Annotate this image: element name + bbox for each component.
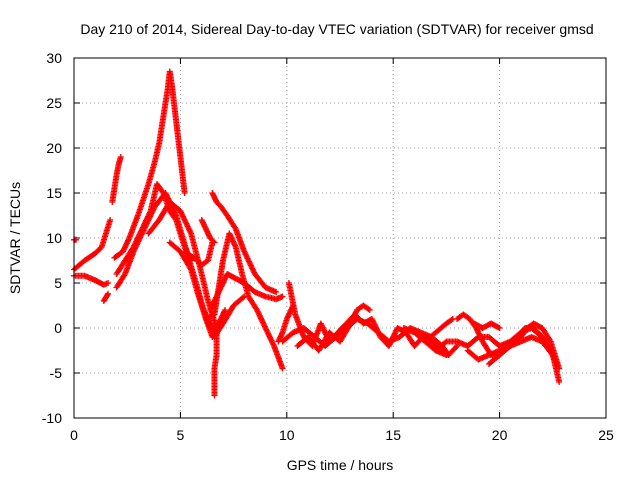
tick-label-layer: 0 5 10 15 20 25 -10 -5 0 5 10 15 20 25 30 — [42, 50, 614, 443]
data-point — [117, 154, 124, 160]
data-point — [240, 294, 247, 301]
y-tick-label: 20 — [46, 140, 62, 156]
data-point — [211, 239, 218, 246]
series-track-5 — [109, 154, 124, 205]
data-point — [105, 290, 112, 297]
data-point — [105, 280, 112, 286]
series-track-27 — [485, 320, 563, 372]
data-point — [452, 344, 459, 351]
x-tick-label: 20 — [492, 427, 508, 443]
series-track-1 — [71, 217, 114, 273]
series-track-18 — [275, 302, 297, 345]
series-track-11 — [209, 190, 280, 295]
data-point — [443, 352, 450, 358]
series-track-13 — [202, 230, 286, 372]
data-point — [181, 190, 188, 196]
series-track-10 — [145, 199, 220, 331]
y-tick-label: 25 — [46, 95, 62, 111]
data-point — [279, 365, 286, 372]
data-point — [241, 293, 248, 300]
data-point — [273, 289, 280, 295]
data-point — [442, 339, 449, 346]
y-tick-label: 0 — [54, 320, 62, 336]
series-track-28 — [471, 320, 503, 331]
data-point — [279, 293, 286, 300]
series-track-16 — [181, 239, 216, 268]
x-tick-label: 10 — [279, 427, 295, 443]
x-tick-label: 5 — [177, 427, 185, 443]
y-tick-label: 30 — [46, 50, 62, 66]
y-axis-title: SDTVAR / TECUs — [7, 182, 23, 294]
y-tick-label: 10 — [46, 230, 62, 246]
series-track-2 — [71, 272, 112, 288]
data-layer — [71, 68, 563, 399]
series-track-15 — [211, 325, 220, 399]
plot-frame — [73, 57, 607, 419]
data-point — [365, 306, 372, 313]
y-tick-label: 5 — [54, 275, 62, 291]
series-track-23 — [422, 316, 456, 345]
grid-layer — [74, 58, 606, 418]
y-tick-label: -5 — [50, 365, 63, 381]
data-point — [366, 307, 373, 313]
x-tick-label: 25 — [598, 427, 614, 443]
y-tick-label: 15 — [46, 185, 62, 201]
data-point — [210, 238, 217, 245]
series-track-4 — [100, 290, 112, 304]
x-axis-title: GPS time / hours — [287, 457, 394, 473]
x-tick-label: 0 — [70, 427, 78, 443]
data-point — [104, 292, 111, 298]
y-tick-label: -10 — [42, 410, 62, 426]
series-track-21 — [294, 302, 373, 354]
x-tick-label: 15 — [385, 427, 401, 443]
data-point — [187, 265, 194, 272]
data-point — [107, 217, 114, 223]
data-point — [222, 307, 229, 313]
series-track-25 — [454, 311, 561, 367]
series-track-6 — [111, 68, 188, 261]
data-point — [556, 379, 563, 385]
chart-title: Day 210 of 2014, Sidereal Day-to-day VTE… — [80, 21, 593, 37]
data-point — [496, 325, 503, 331]
data-point — [556, 365, 563, 372]
data-point — [448, 316, 455, 323]
data-point — [213, 325, 220, 331]
series-track-17 — [198, 217, 218, 246]
